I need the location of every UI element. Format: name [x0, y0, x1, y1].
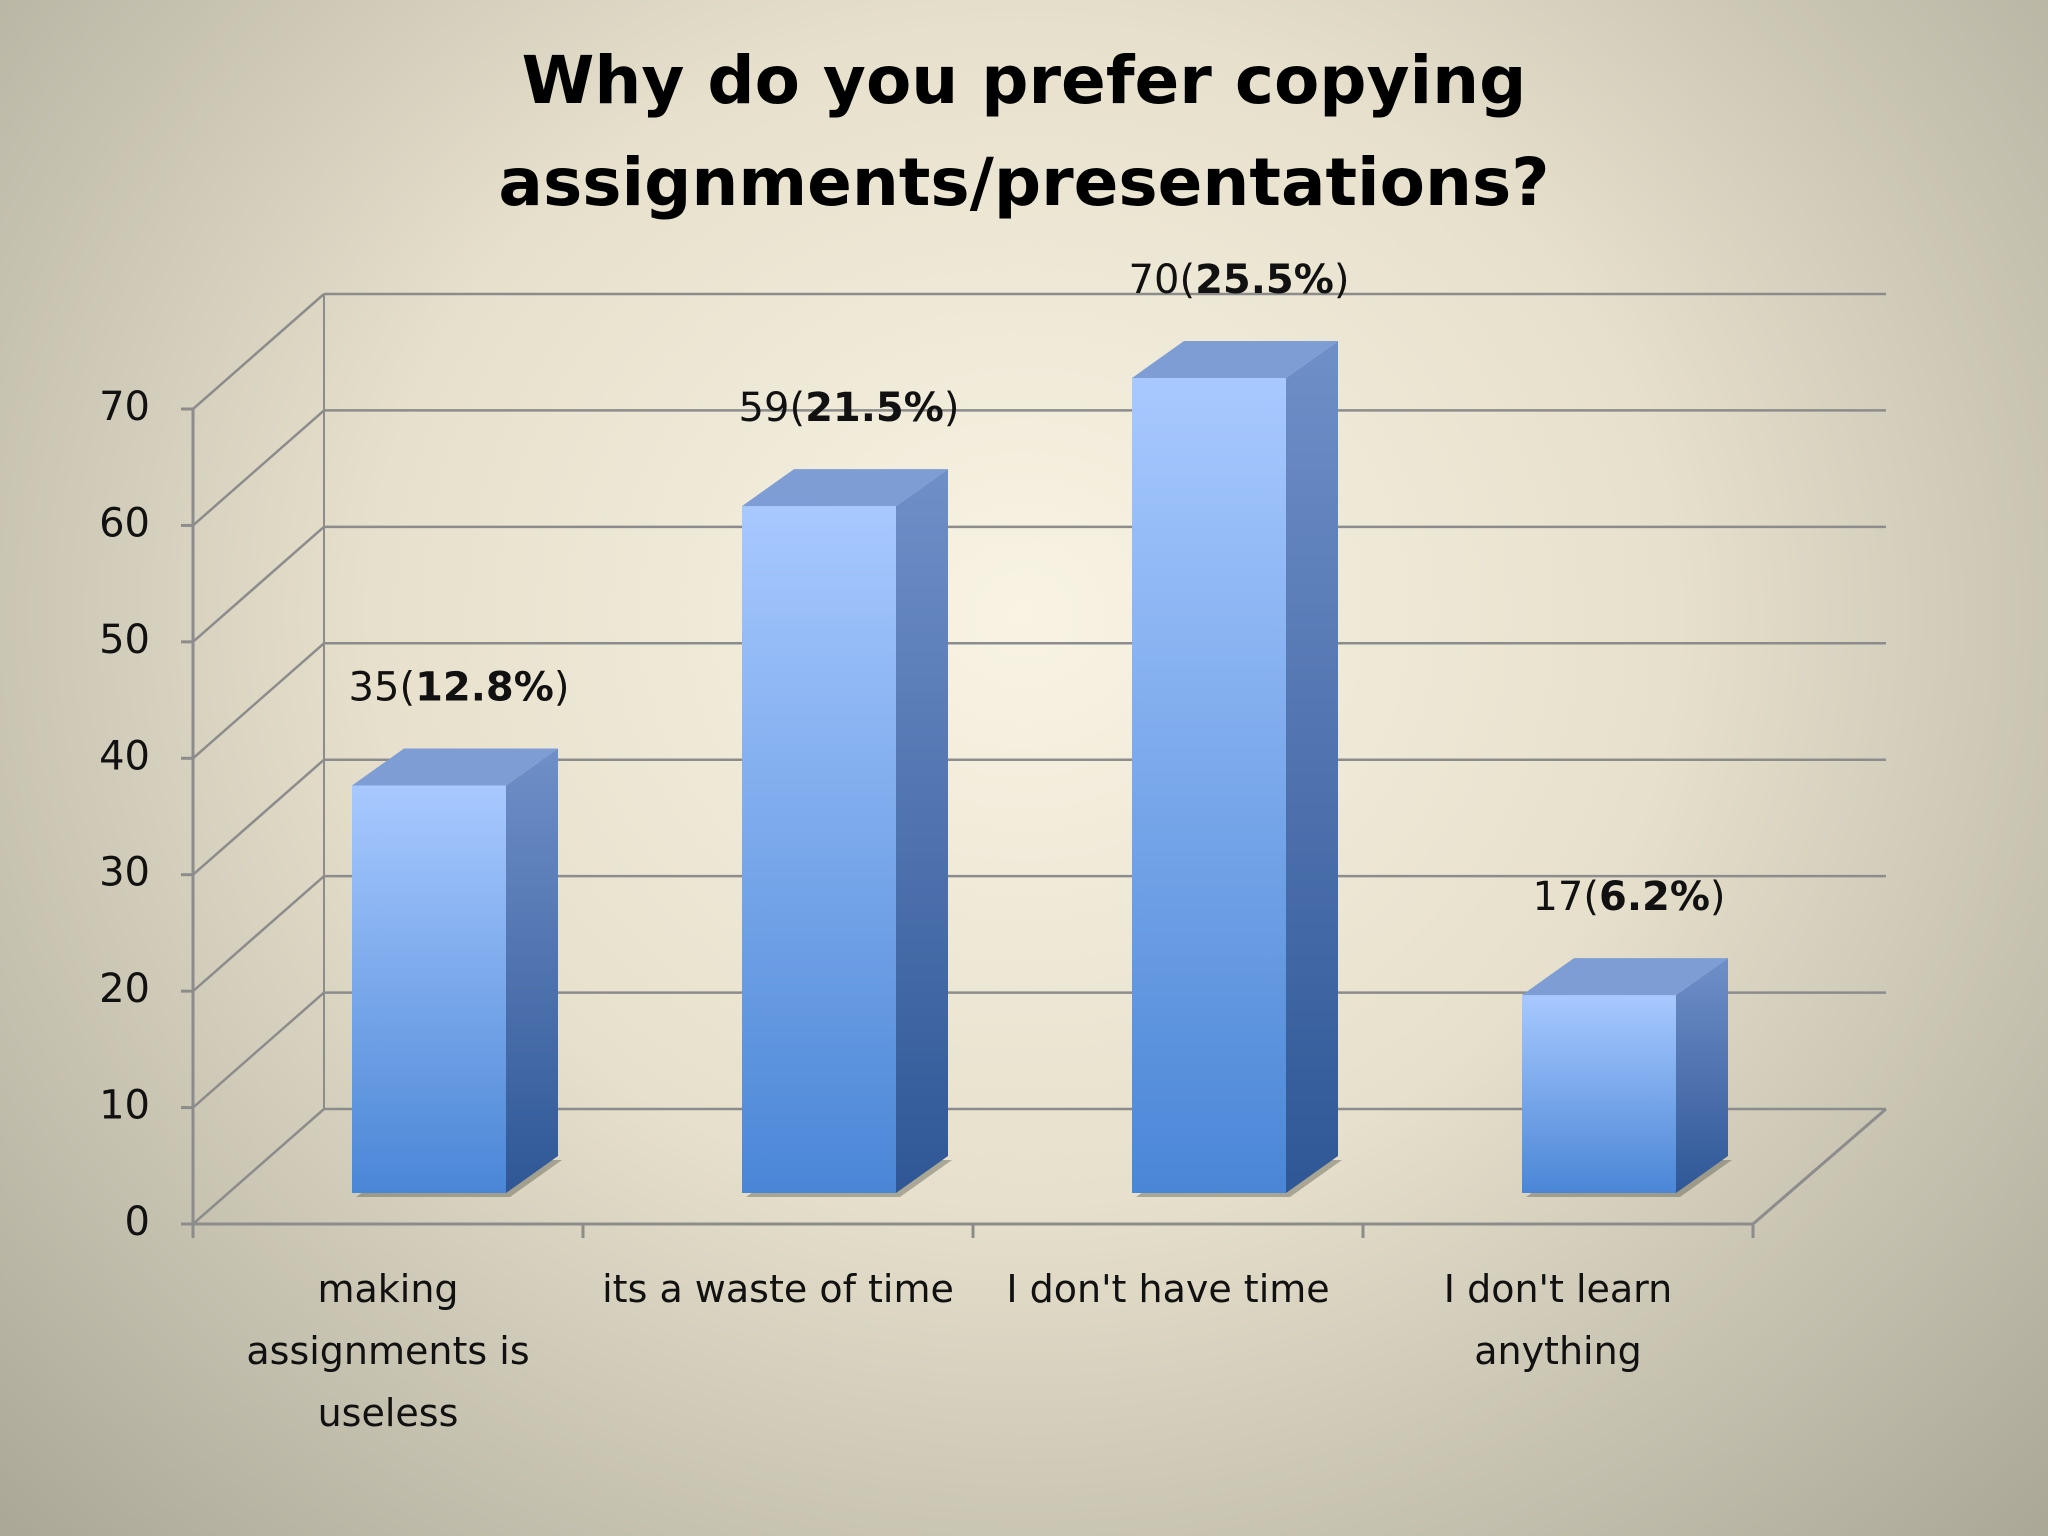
y-tick-label: 60: [99, 500, 150, 546]
y-tick-label: 0: [125, 1199, 150, 1245]
bar-top: [742, 469, 948, 507]
bar-side: [506, 748, 558, 1193]
bar-side: [1676, 958, 1728, 1193]
grid-line: [192, 642, 325, 760]
value-label: 35(12.8%): [349, 665, 570, 711]
bar: [1132, 378, 1286, 1193]
bar-top: [1522, 958, 1728, 996]
bar-top: [352, 748, 558, 786]
grid-line: [192, 293, 325, 410]
x-tick-label: its a waste of time: [602, 1267, 954, 1311]
grid-line: [192, 875, 325, 993]
bar: [352, 785, 506, 1193]
y-tick-label: 20: [99, 966, 150, 1012]
bar-side: [896, 469, 948, 1194]
value-label: 59(21.5%): [739, 385, 960, 431]
grid-line: [192, 1108, 325, 1225]
value-label: 70(25.5%): [1129, 257, 1350, 303]
bar-top: [1132, 341, 1338, 378]
value-label: 17(6.2%): [1532, 874, 1725, 920]
y-tick-label: 70: [99, 384, 150, 430]
y-tick-label: 40: [99, 733, 150, 779]
grid-line: [192, 525, 325, 643]
y-tick-label: 50: [99, 617, 150, 663]
x-tick-label: I don't learn anything: [1443, 1267, 1673, 1373]
x-tick-label: I don't have time: [1006, 1267, 1330, 1311]
chart-title: Why do you prefer copying assignments/pr…: [498, 42, 1550, 221]
axis-line: [1752, 1107, 1887, 1226]
grid-line: [192, 409, 325, 527]
bar: [1522, 995, 1676, 1193]
grid-line: [192, 991, 325, 1109]
bar-side: [1286, 341, 1338, 1193]
y-tick-label: 30: [99, 850, 150, 896]
x-tick-label: making assignments is useless: [246, 1267, 530, 1435]
y-tick-label: 10: [99, 1083, 150, 1129]
bar: [742, 506, 896, 1194]
grid-line: [192, 758, 325, 876]
